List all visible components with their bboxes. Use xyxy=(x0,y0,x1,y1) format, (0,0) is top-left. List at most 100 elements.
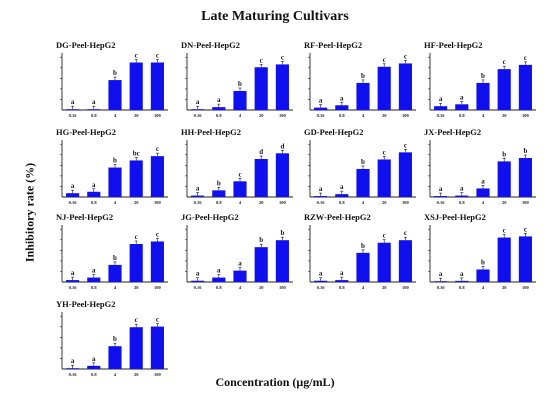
panel-title: NJ-Peel-HepG2 xyxy=(56,212,113,222)
bar xyxy=(66,280,80,282)
data-label: a xyxy=(71,269,75,277)
data-label: a xyxy=(196,98,200,106)
x-tick-label: 20 xyxy=(502,113,507,118)
x-tick-label: 100 xyxy=(402,200,410,205)
chart-panel: RZW-Peel-HepG2 a 0.16 a 0.8 b 4 c 20 c 100 xyxy=(301,210,421,290)
x-tick-label: 100 xyxy=(522,113,530,118)
x-tick-label: 0.16 xyxy=(69,285,78,290)
bar xyxy=(254,67,268,110)
x-tick-label: 0.16 xyxy=(317,285,326,290)
x-tick-label: 20 xyxy=(259,285,264,290)
bar xyxy=(87,191,101,197)
bar xyxy=(434,196,448,197)
chart-panel: NJ-Peel-HepG2 a 0.16 a 0.8 b 4 c 20 c 100 xyxy=(53,210,173,290)
x-tick-label: 0.16 xyxy=(437,200,446,205)
x-tick-label: 100 xyxy=(522,285,530,290)
x-tick-label: 20 xyxy=(134,285,139,290)
data-label: a xyxy=(196,270,200,278)
bar xyxy=(497,161,511,197)
data-label: a xyxy=(319,185,323,193)
x-tick-label: 100 xyxy=(279,285,287,290)
x-tick-label: 0.8 xyxy=(91,285,97,290)
bar-chart: XSJ-Peel-HepG2 a 0.16 a 0.8 b 4 c 20 c 100 xyxy=(424,212,536,290)
bar xyxy=(66,368,80,369)
bar xyxy=(356,168,370,197)
bar xyxy=(455,104,469,110)
chart-panel: HH-Peel-HepG2 a 0.16 b 0.8 c 4 d 20 d 100 xyxy=(178,125,298,205)
x-tick-label: 20 xyxy=(134,372,139,377)
chart-panel: GD-Peel-HepG2 a 0.16 a 0.8 b 4 c 20 c 100 xyxy=(301,125,421,205)
data-label: bc xyxy=(133,149,140,157)
bar xyxy=(356,82,370,110)
x-tick-label: 4 xyxy=(239,285,242,290)
x-tick-label: 0.8 xyxy=(216,200,222,205)
data-label: c xyxy=(503,58,506,66)
bar xyxy=(398,240,412,282)
x-tick-label: 4 xyxy=(114,285,117,290)
bar-chart: JG-Peel-HepG2 a 0.16 a 0.8 a 4 b 20 b 100 xyxy=(181,212,293,290)
x-tick-label: 0.8 xyxy=(339,285,345,290)
chart-panel: HG-Peel-HepG2 a 0.16 a 0.8 b 4 bc 20 c 100 xyxy=(53,125,173,205)
bar xyxy=(434,106,448,110)
x-tick-label: 100 xyxy=(154,113,162,118)
data-label: a xyxy=(481,177,485,185)
x-tick-label: 0.16 xyxy=(437,285,446,290)
x-tick-label: 20 xyxy=(134,113,139,118)
data-label: c xyxy=(135,316,138,324)
bar xyxy=(150,156,164,197)
data-label: b xyxy=(259,236,263,244)
bar xyxy=(129,160,143,197)
bar xyxy=(150,326,164,369)
bar xyxy=(87,365,101,369)
data-label: a xyxy=(460,93,464,101)
x-tick-label: 100 xyxy=(522,200,530,205)
data-label: a xyxy=(319,270,323,278)
panel-title: GD-Peel-HepG2 xyxy=(304,127,363,137)
bar xyxy=(254,247,268,282)
bar xyxy=(335,194,349,197)
bar xyxy=(108,80,122,110)
data-label: c xyxy=(503,227,506,235)
x-tick-label: 100 xyxy=(402,113,410,118)
bar xyxy=(129,62,143,110)
bar xyxy=(233,181,247,197)
data-label: a xyxy=(92,181,96,189)
x-tick-label: 4 xyxy=(362,113,365,118)
bar xyxy=(108,167,122,197)
bar-chart: HF-Peel-HepG2 a 0.16 a 0.8 b 4 c 20 c 100 xyxy=(424,40,536,118)
bar xyxy=(518,158,532,197)
data-label: c xyxy=(404,229,407,237)
panel-title: HH-Peel-HepG2 xyxy=(181,127,241,137)
bar xyxy=(476,82,490,110)
x-tick-label: 0.8 xyxy=(91,372,97,377)
bar-chart: YH-Peel-HepG2 a 0.16 a 0.8 b 4 c 20 c 100 xyxy=(56,299,168,377)
bar xyxy=(455,280,469,282)
bar-chart: RZW-Peel-HepG2 a 0.16 a 0.8 b 4 c 20 c 100 xyxy=(304,212,416,290)
x-tick-label: 4 xyxy=(114,113,117,118)
x-tick-label: 20 xyxy=(259,113,264,118)
bar xyxy=(108,346,122,369)
panel-title: YH-Peel-HepG2 xyxy=(56,299,115,309)
data-label: a xyxy=(460,185,464,193)
data-label: a xyxy=(460,270,464,278)
bar xyxy=(150,241,164,282)
bar xyxy=(66,109,80,110)
x-tick-label: 0.16 xyxy=(317,113,326,118)
chart-panel: RF-Peel-HepG2 a 0.16 a 0.8 b 4 c 20 c 100 xyxy=(301,38,421,118)
bar xyxy=(191,109,205,110)
x-tick-label: 0.16 xyxy=(437,113,446,118)
data-label: d xyxy=(280,142,284,150)
data-label: a xyxy=(92,355,96,363)
bar xyxy=(212,107,226,110)
bar xyxy=(254,159,268,197)
x-tick-label: 4 xyxy=(239,113,242,118)
x-tick-label: 20 xyxy=(382,200,387,205)
panel-title: JX-Peel-HepG2 xyxy=(424,127,481,137)
bar-chart: DN-Peel-HepG2 a 0.16 a 0.8 b 4 c 20 c 100 xyxy=(181,40,293,118)
x-tick-label: 0.16 xyxy=(194,200,203,205)
bar xyxy=(275,240,289,282)
bar-chart: RF-Peel-HepG2 a 0.16 a 0.8 b 4 c 20 c 100 xyxy=(304,40,416,118)
data-label: b xyxy=(361,158,365,166)
x-tick-label: 0.8 xyxy=(459,285,465,290)
bar xyxy=(191,280,205,282)
